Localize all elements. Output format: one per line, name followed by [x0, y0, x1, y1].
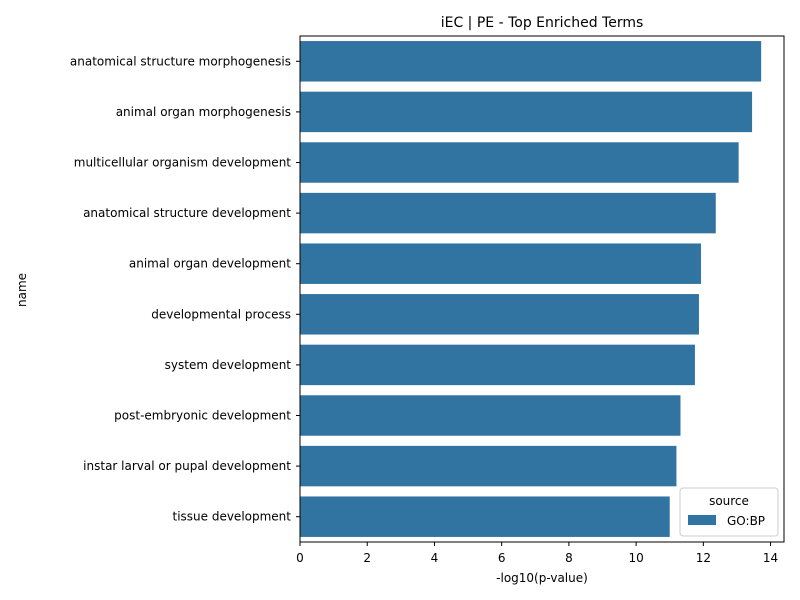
bar	[300, 41, 762, 82]
y-tick-label: anatomical structure morphogenesis	[70, 54, 291, 68]
y-tick-label: system development	[165, 358, 292, 372]
x-axis-label: -log10(p-value)	[496, 571, 588, 585]
plot-frame	[299, 35, 785, 543]
y-tick-label: post-embryonic development	[114, 409, 291, 423]
y-tick-label: animal organ morphogenesis	[116, 105, 291, 119]
bars-layer	[300, 41, 762, 537]
x-tick-label: 0	[296, 551, 304, 565]
y-tick-label: animal organ development	[129, 257, 291, 271]
x-tick-label: 14	[763, 551, 778, 565]
y-tick-label: instar larval or pupal development	[83, 459, 291, 473]
y-tick-label: multicellular organism development	[74, 156, 292, 170]
bar	[300, 344, 695, 386]
bar	[300, 243, 701, 284]
x-tick-label: 4	[431, 551, 439, 565]
y-ticks-layer: anatomical structure morphogenesis animal…	[70, 54, 300, 524]
legend: source GO:BP	[679, 487, 779, 537]
bar	[300, 395, 681, 436]
x-tick-label: 8	[565, 551, 573, 565]
y-axis-label: name	[15, 273, 29, 307]
bar	[300, 142, 739, 183]
y-tick-label: tissue development	[172, 510, 291, 524]
bar	[300, 445, 677, 487]
bar	[300, 91, 753, 133]
x-tick-label: 10	[628, 551, 643, 565]
x-tick-label: 2	[363, 551, 371, 565]
bar	[300, 496, 670, 537]
x-tick-label: 6	[498, 551, 506, 565]
y-tick-label: anatomical structure development	[83, 206, 291, 220]
y-tick-label: developmental process	[151, 307, 291, 321]
chart-title: iEC | PE - Top Enriched Terms	[441, 15, 644, 31]
legend-entry-label: GO:BP	[727, 514, 765, 528]
x-tick-label: 12	[696, 551, 711, 565]
legend-swatch	[688, 515, 716, 525]
x-ticks-layer: 0 2 4 6 8 10 12 14	[296, 542, 778, 565]
bar	[300, 192, 716, 234]
plot-area: anatomical structure morphogenesis animal…	[70, 35, 785, 565]
legend-title: source	[709, 494, 749, 508]
bar	[300, 294, 699, 335]
